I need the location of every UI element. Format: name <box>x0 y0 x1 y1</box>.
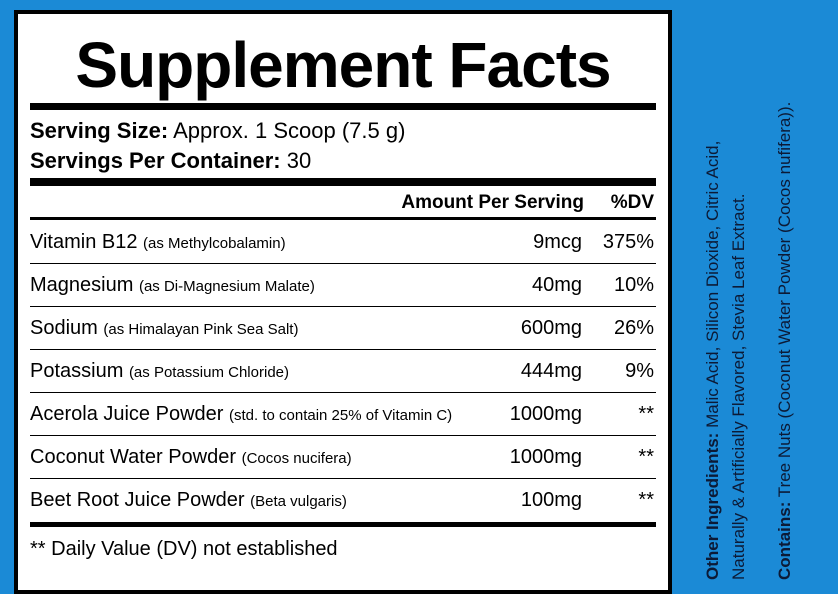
text: Naturally & Artificially Flavored, Stevi… <box>729 193 748 580</box>
rule <box>30 178 656 186</box>
source: (as Himalayan Pink Sea Salt) <box>103 321 299 338</box>
nutrient-row: Beet Root Juice Powder (Beta vulgaris) 10… <box>30 479 654 521</box>
value: Approx. 1 Scoop (7.5 g) <box>173 118 406 143</box>
name: Vitamin B12 <box>30 231 138 253</box>
amount: 100mg <box>520 489 582 511</box>
nutrient-row: Vitamin B12 (as Methylcobalamin) 9mcg 375% <box>30 221 654 263</box>
row-divider <box>30 478 656 479</box>
source: (as Potassium Chloride) <box>128 364 289 381</box>
label: Servings Per Container: <box>30 148 281 173</box>
nutrient-name: Magnesium (as Di-Magnesium Malate) <box>30 274 315 296</box>
label: Serving Size: <box>30 118 169 143</box>
source: (as Methylcobalamin) <box>143 235 286 252</box>
text: Tree Nuts (Coconut Water Powder (Cocos n… <box>775 101 794 498</box>
serving-size: Serving Size: Approx. 1 Scoop (7.5 g) <box>30 118 405 144</box>
name: Potassium <box>30 360 124 382</box>
nutrient-name: Coconut Water Powder (Cocos nucifera) <box>30 446 352 468</box>
source: (Cocos nucifera) <box>241 450 352 467</box>
amount: 600mg <box>520 317 582 339</box>
row-divider <box>30 349 656 350</box>
daily-value: 375% <box>602 231 654 253</box>
nutrient-row: Potassium (as Potassium Chloride) 444mg 9% <box>30 350 654 392</box>
side-text: Other Ingredients: Malic Acid, Silicon D… <box>694 8 834 590</box>
title: Supplement Facts <box>75 29 611 101</box>
row-divider <box>30 306 656 307</box>
contains: Contains: Tree Nuts (Coconut Water Powde… <box>772 8 798 580</box>
nutrient-row: Acerola Juice Powder (std. to contain 25… <box>30 393 654 435</box>
text: Malic Acid, Silicon Dioxide, Citric Acid… <box>703 140 722 428</box>
nutrient-row: Sodium (as Himalayan Pink Sea Salt) 600mg… <box>30 307 654 349</box>
nutrient-name: Vitamin B12 (as Methylcobalamin) <box>30 231 286 253</box>
row-divider <box>30 392 656 393</box>
source: (std. to contain 25% of Vitamin C) <box>229 407 453 424</box>
amount: 444mg <box>520 360 582 382</box>
amount: 1000mg <box>509 446 582 468</box>
row-divider <box>30 263 656 264</box>
rule <box>30 103 656 110</box>
other-ingredients: Other Ingredients: Malic Acid, Silicon D… <box>700 8 726 580</box>
daily-value: ** <box>638 446 654 468</box>
daily-value: ** <box>638 403 654 425</box>
column-header: %DV <box>610 192 654 213</box>
column-header: Amount Per Serving <box>401 192 584 213</box>
nutrient-name: Beet Root Juice Powder (Beta vulgaris) <box>30 489 347 511</box>
name: Acerola Juice Powder <box>30 403 224 425</box>
source: (as Di-Magnesium Malate) <box>138 278 315 295</box>
amount: 40mg <box>531 274 582 296</box>
nutrient-row: Magnesium (as Di-Magnesium Malate) 40mg 10… <box>30 264 654 306</box>
amount: 9mcg <box>533 231 582 253</box>
daily-value: 26% <box>613 317 654 339</box>
label: Contains: <box>775 501 794 580</box>
name: Beet Root Juice Powder <box>30 489 245 511</box>
name: Coconut Water Powder <box>30 446 237 468</box>
rule <box>30 522 656 527</box>
name: Sodium <box>30 317 98 339</box>
nutrient-name: Acerola Juice Powder (std. to contain 25… <box>30 403 452 425</box>
source: (Beta vulgaris) <box>250 493 347 510</box>
rule <box>30 217 656 220</box>
row-divider <box>30 435 656 436</box>
value: 30 <box>286 148 312 173</box>
facts-panel: Supplement Facts Serving Size: Approx. 1… <box>14 10 672 594</box>
daily-value: ** <box>638 489 654 511</box>
footnote: ** Daily Value (DV) not established <box>30 538 338 560</box>
nutrient-row: Coconut Water Powder (Cocos nucifera) 100… <box>30 436 654 478</box>
name: Magnesium <box>30 274 134 296</box>
daily-value: 10% <box>613 274 654 296</box>
label: Other Ingredients: <box>703 432 722 580</box>
nutrient-name: Sodium (as Himalayan Pink Sea Salt) <box>30 317 298 339</box>
nutrient-name: Potassium (as Potassium Chloride) <box>30 360 289 382</box>
amount: 1000mg <box>509 403 582 425</box>
servings-per-container: Servings Per Container: 30 <box>30 148 311 174</box>
daily-value: 9% <box>625 360 654 382</box>
